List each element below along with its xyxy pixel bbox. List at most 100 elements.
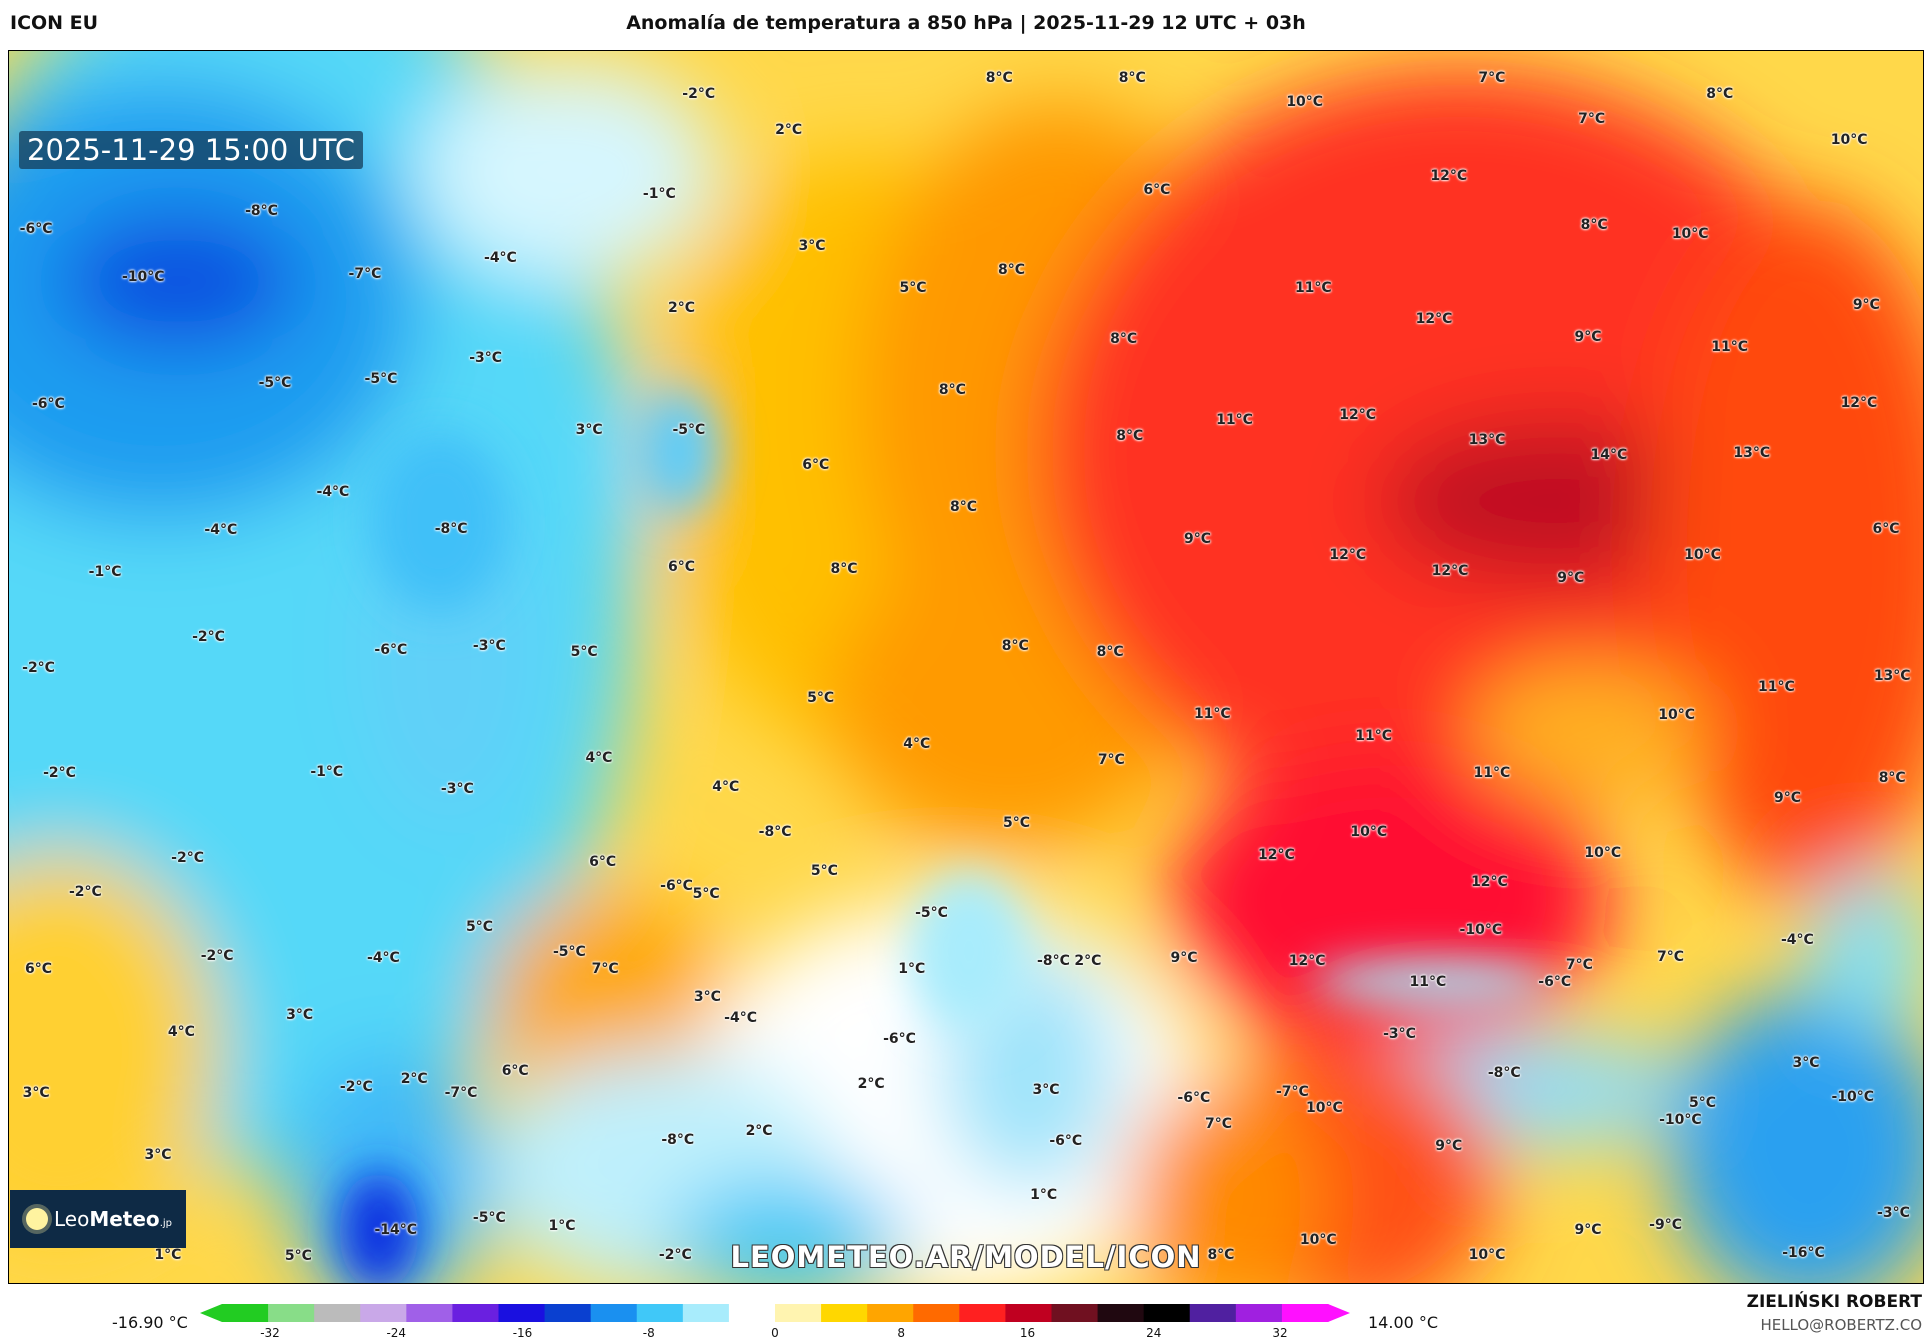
temperature-label: -2°C (171, 850, 204, 867)
temperature-label: 5°C (692, 886, 720, 903)
colorbar-segment (268, 1304, 315, 1322)
temperature-label: -2°C (43, 765, 76, 782)
sun-icon (26, 1208, 48, 1230)
colorbar-segment (498, 1304, 546, 1322)
map-title: Anomalía de temperatura a 850 hPa | 2025… (626, 12, 1306, 34)
colorbar-segment (590, 1304, 638, 1322)
temperature-label: 5°C (284, 1247, 312, 1264)
temperature-label: 4°C (903, 735, 931, 752)
temperature-label: -6°C (1049, 1133, 1083, 1150)
temperature-label: -9°C (1649, 1216, 1682, 1233)
temperature-label: 8°C (1207, 1246, 1235, 1263)
temperature-label: 8°C (998, 261, 1026, 278)
temperature-label: -7°C (348, 266, 382, 283)
temperature-label: -5°C (258, 375, 292, 392)
temperature-label: 3°C (144, 1146, 172, 1163)
temperature-label: 10°C (1286, 93, 1324, 110)
temperature-label: 8°C (1118, 70, 1146, 87)
temperature-label: -6°C (660, 877, 693, 894)
temperature-label: 11°C (1193, 705, 1231, 722)
colorbar-segment (1097, 1304, 1145, 1322)
temperature-label: -4°C (316, 483, 350, 500)
temperature-label: 4°C (167, 1024, 195, 1041)
temperature-label: 10°C (1830, 131, 1868, 148)
temperature-label: -8°C (245, 203, 278, 220)
temperature-label: -6°C (374, 641, 408, 658)
temperature-label: 10°C (1306, 1099, 1343, 1116)
temperature-label: 7°C (1565, 956, 1593, 973)
temperature-label: 7°C (591, 961, 619, 978)
colorbar-tick-label: 24 (1146, 1326, 1162, 1340)
temperature-label: 8°C (1878, 770, 1906, 787)
temperature-label: 6°C (802, 456, 830, 473)
colorbar-segment (222, 1304, 269, 1322)
colorbar-tick-label: -32 (260, 1326, 280, 1340)
temperature-label: 12°C (1840, 394, 1878, 411)
temperature-label: 8°C (830, 561, 858, 578)
temperature-label: 3°C (1792, 1055, 1820, 1072)
temperature-label: 12°C (1415, 310, 1453, 327)
temperature-label: 10°C (1584, 845, 1622, 862)
temperature-label: 1°C (898, 961, 926, 978)
temperature-label: 8°C (1001, 638, 1029, 654)
colorbar-segment (913, 1304, 960, 1322)
temperature-label: 5°C (807, 689, 835, 706)
temperature-label: 2°C (775, 122, 803, 138)
temperature-label: 12°C (1431, 562, 1469, 579)
temperature-label: 5°C (899, 280, 927, 297)
temperature-label: 14°C (1590, 446, 1628, 463)
temperature-label: 6°C (667, 559, 695, 575)
author-email: HELLO@ROBERTZ.CO (1760, 1316, 1922, 1334)
temperature-label: -10°C (1659, 1112, 1702, 1129)
temperature-label: 8°C (1706, 86, 1734, 103)
temperature-anomaly-map: 2025-11-29 15:00 UTC -2°C 8°C 8°C 10°C 7°C 7°… (8, 50, 1924, 1284)
temperature-label: 12°C (1339, 407, 1377, 424)
temperature-label: 7°C (1097, 751, 1125, 768)
temperature-label: 12°C (1430, 167, 1468, 184)
temperature-label: 1°C (548, 1218, 576, 1235)
temperature-label: 5°C (570, 644, 598, 661)
anomaly-field (9, 51, 1923, 1283)
temperature-label: 7°C (1578, 110, 1606, 127)
temperature-label: 3°C (798, 238, 826, 255)
colorbar-segment (821, 1304, 868, 1322)
temperature-label: -4°C (484, 250, 517, 267)
temperature-label: -5°C (364, 371, 398, 388)
temperature-label: 12°C (1288, 952, 1326, 969)
temperature-label: 6°C (1872, 520, 1900, 537)
temperature-label: -5°C (472, 1209, 506, 1226)
temperature-label: 8°C (938, 382, 966, 399)
temperature-label: -2°C (192, 629, 225, 646)
temperature-label: 8°C (985, 70, 1013, 87)
temperature-label: -2°C (339, 1078, 373, 1095)
temperature-label: -7°C (1275, 1083, 1309, 1100)
temperature-label: -8°C (758, 824, 792, 841)
temperature-label: -8°C (1037, 952, 1070, 969)
colorbar-tick-label: 0 (771, 1326, 779, 1340)
temperature-label: -5°C (672, 421, 706, 438)
colorbar-segment (452, 1304, 499, 1322)
leometeo-logo: Leo Meteo .jp (10, 1190, 186, 1248)
temperature-label: -16°C (1782, 1245, 1825, 1262)
temperature-label: -4°C (367, 950, 400, 967)
temperature-label: 6°C (1143, 182, 1171, 199)
colorbar-tick-label: 32 (1272, 1326, 1288, 1340)
temperature-label: 2°C (400, 1071, 428, 1088)
temperature-label: -14°C (374, 1221, 418, 1238)
temperature-label: -8°C (661, 1131, 695, 1148)
temperature-label: 11°C (1758, 678, 1795, 695)
temperature-label: 5°C (810, 862, 838, 879)
colorbar (200, 1304, 1350, 1322)
logo-text-light: Leo (54, 1207, 90, 1231)
temperature-label: -2°C (682, 86, 716, 103)
temperature-label: 4°C (585, 750, 613, 767)
colorbar-segment (1005, 1304, 1052, 1322)
colorbar-segment (1235, 1304, 1283, 1322)
temperature-label: 9°C (1774, 789, 1802, 806)
temperature-label: -10°C (121, 268, 165, 285)
temperature-label: 9°C (1184, 530, 1212, 547)
temperature-label: 11°C (1294, 280, 1332, 297)
colorbar-segment (1281, 1304, 1329, 1322)
temperature-label: -6°C (883, 1030, 916, 1047)
temperature-label: 5°C (1689, 1094, 1717, 1111)
